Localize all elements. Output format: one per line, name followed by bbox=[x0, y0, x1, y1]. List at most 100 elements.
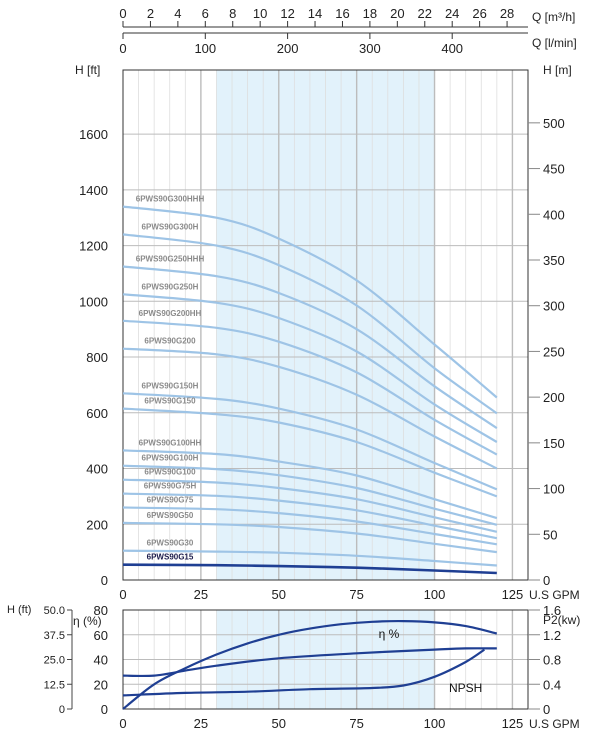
perf-x-tick-label: 100 bbox=[424, 716, 446, 731]
head-x-tick-label: 0 bbox=[119, 587, 126, 602]
q-m3h-tick-label: 18 bbox=[363, 6, 377, 21]
head-curve-6PWS90G15 bbox=[122, 563, 497, 575]
h-ft-tick-label: 1400 bbox=[79, 183, 108, 198]
h-m-tick-label: 400 bbox=[543, 207, 565, 222]
model-label: 6PWS90G250H bbox=[142, 282, 199, 291]
h-ft-tick-label: 0 bbox=[101, 573, 108, 588]
p2-tick-label: 0.4 bbox=[543, 677, 561, 692]
q-m3h-tick-label: 26 bbox=[472, 6, 486, 21]
head-x-tick-label: 125 bbox=[502, 587, 524, 602]
q-m3h-tick-label: 8 bbox=[229, 6, 236, 21]
eta-tick-label: 60 bbox=[94, 628, 108, 643]
model-label: 6PWS90G15 bbox=[147, 553, 194, 562]
h-m-tick-label: 200 bbox=[543, 390, 565, 405]
h-ft-lower-tick-label: 50.0 bbox=[44, 605, 65, 617]
perf-x-tick-label: 25 bbox=[194, 716, 208, 731]
q-m3h-tick-label: 22 bbox=[418, 6, 432, 21]
head-x-tick-label: 75 bbox=[349, 587, 363, 602]
head-curve-6PWS90G200 bbox=[122, 347, 498, 470]
q-m3h-tick-label: 24 bbox=[445, 6, 459, 21]
h-ft-tick-label: 400 bbox=[86, 462, 108, 477]
q-m3h-tick-label: 2 bbox=[147, 6, 154, 21]
h-m-tick-label: 250 bbox=[543, 344, 565, 359]
model-label: 6PWS90G100HH bbox=[139, 438, 202, 447]
h-m-tick-label: 300 bbox=[543, 299, 565, 314]
h-ft-tick-label: 1200 bbox=[79, 239, 108, 254]
h-m-tick-label: 50 bbox=[543, 527, 557, 542]
eta-tick-label: 40 bbox=[94, 653, 108, 668]
model-label: 6PWS90G75 bbox=[147, 496, 194, 505]
q-lmin-tick-label: 0 bbox=[119, 41, 126, 56]
q-m3h-tick-label: 14 bbox=[308, 6, 322, 21]
h-ft-axis-title: H [ft] bbox=[75, 63, 100, 77]
model-label: 6PWS90G75H bbox=[144, 482, 197, 491]
q-m3h-tick-label: 16 bbox=[335, 6, 349, 21]
perf-x-axis-title: U.S GPM bbox=[529, 717, 580, 731]
h-m-tick-label: 450 bbox=[543, 162, 565, 177]
model-label: 6PWS90G300H bbox=[142, 222, 199, 231]
head-curve-6PWS90G75H bbox=[122, 492, 498, 540]
q-m3h-tick-label: 10 bbox=[253, 6, 267, 21]
q-lmin-tick-label: 400 bbox=[441, 41, 463, 56]
h-ft-lower-tick-label: 0 bbox=[59, 704, 65, 716]
npsh-curve-label: NPSH bbox=[449, 681, 482, 695]
h-ft-lower-axis-title: H (ft) bbox=[7, 604, 31, 616]
perf-x-tick-label: 0 bbox=[119, 716, 126, 731]
eta-tick-label: 0 bbox=[101, 702, 108, 717]
head-curve-6PWS90G100HH bbox=[122, 449, 498, 520]
eta-axis-title: η (%) bbox=[73, 614, 102, 628]
head-curve-6PWS90G300HHH bbox=[122, 205, 498, 399]
h-ft-lower-tick-label: 12.5 bbox=[44, 679, 65, 691]
h-ft-lower-tick-label: 37.5 bbox=[44, 630, 65, 642]
h-ft-tick-label: 600 bbox=[86, 406, 108, 421]
perf-curve-eta bbox=[122, 619, 498, 710]
q-m3h-tick-label: 0 bbox=[119, 6, 126, 21]
perf-x-tick-label: 50 bbox=[272, 716, 286, 731]
p2-tick-label: 1.6 bbox=[543, 603, 561, 618]
eta-tick-label: 80 bbox=[94, 603, 108, 618]
h-m-tick-label: 0 bbox=[543, 573, 550, 588]
head-plot-frame bbox=[122, 69, 529, 581]
model-label: 6PWS90G250HHH bbox=[136, 254, 205, 263]
p2-tick-label: 1.2 bbox=[543, 628, 561, 643]
q-lmin-axis-title: Q [l/min] bbox=[532, 36, 577, 50]
h-m-tick-label: 350 bbox=[543, 253, 565, 268]
head-x-axis-title: U.S GPM bbox=[529, 588, 580, 602]
model-label: 6PWS90G150H bbox=[142, 381, 199, 390]
model-label: 6PWS90G50 bbox=[147, 511, 194, 520]
h-m-tick-label: 150 bbox=[543, 436, 565, 451]
h-ft-tick-label: 800 bbox=[86, 350, 108, 365]
eta-tick-label: 20 bbox=[94, 677, 108, 692]
eta-curve-label: η % bbox=[379, 627, 400, 641]
model-label: 6PWS90G30 bbox=[147, 539, 194, 548]
p2-axis-title: P2(kw) bbox=[543, 613, 580, 627]
head-curve-6PWS90G75 bbox=[122, 506, 497, 546]
h-ft-tick-label: 1000 bbox=[79, 294, 108, 309]
h-ft-tick-label: 200 bbox=[86, 517, 108, 532]
perf-curve-power bbox=[122, 647, 497, 678]
head-curve-6PWS90G200HH bbox=[122, 319, 498, 456]
perf-curve-npsh bbox=[122, 648, 486, 697]
q-m3h-tick-label: 12 bbox=[280, 6, 294, 21]
q-m3h-tick-label: 20 bbox=[390, 6, 404, 21]
perf-x-tick-label: 75 bbox=[349, 716, 363, 731]
h-m-tick-label: 500 bbox=[543, 116, 565, 131]
head-curve-6PWS90G250HHH bbox=[122, 265, 498, 430]
q-lmin-tick-label: 300 bbox=[359, 41, 381, 56]
q-lmin-tick-label: 200 bbox=[277, 41, 299, 56]
head-curve-6PWS90G250H bbox=[122, 293, 498, 443]
model-label: 6PWS90G200 bbox=[144, 337, 196, 346]
head-curve-6PWS90G150H bbox=[122, 392, 498, 491]
q-m3h-axis-title: Q [m³/h] bbox=[532, 10, 575, 24]
head-x-tick-label: 50 bbox=[272, 587, 286, 602]
model-label: 6PWS90G200HH bbox=[139, 309, 202, 318]
head-curve-6PWS90G30 bbox=[122, 549, 497, 567]
head-curve-6PWS90G50 bbox=[122, 521, 497, 554]
q-m3h-tick-label: 28 bbox=[500, 6, 514, 21]
p2-tick-label: 0.8 bbox=[543, 653, 561, 668]
h-m-tick-label: 100 bbox=[543, 482, 565, 497]
head-x-tick-label: 25 bbox=[194, 587, 208, 602]
head-curve-6PWS90G100 bbox=[122, 478, 498, 533]
perf-x-tick-label: 125 bbox=[502, 716, 524, 731]
